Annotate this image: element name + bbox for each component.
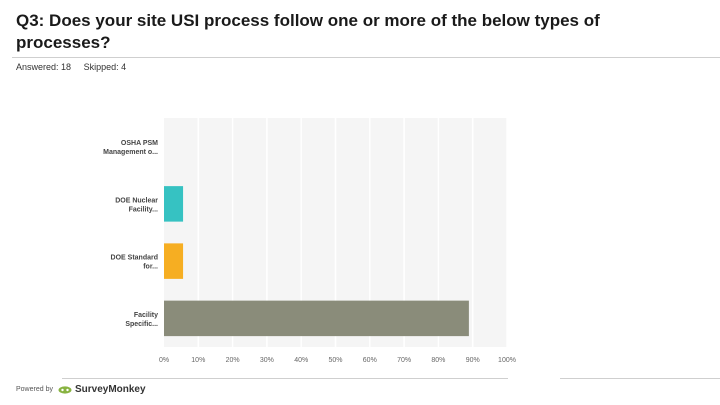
brand-name: SurveyMonkey bbox=[74, 384, 146, 395]
response-stats: Answered: 18 Skipped: 4 bbox=[16, 62, 136, 72]
bar bbox=[164, 243, 184, 279]
powered-by-text: Powered by bbox=[16, 386, 53, 393]
category-label: for... bbox=[143, 264, 158, 271]
x-tick-label: 0% bbox=[159, 357, 169, 364]
surveymonkey-logo-icon bbox=[58, 385, 72, 394]
category-label: DOE Standard bbox=[111, 255, 158, 262]
footer-divider bbox=[62, 378, 508, 379]
skipped-count: Skipped: 4 bbox=[83, 62, 127, 72]
x-tick-label: 70% bbox=[397, 357, 411, 364]
x-tick-label: 20% bbox=[226, 357, 240, 364]
x-tick-label: 30% bbox=[260, 357, 274, 364]
category-label: Specific... bbox=[125, 321, 158, 328]
footer: Powered by SurveyMonkey bbox=[16, 384, 146, 395]
x-tick-label: 90% bbox=[466, 357, 480, 364]
category-label: Facility... bbox=[129, 206, 158, 213]
x-tick-label: 60% bbox=[363, 357, 377, 364]
x-tick-label: 10% bbox=[191, 357, 205, 364]
x-tick-label: 80% bbox=[431, 357, 445, 364]
x-tick-label: 40% bbox=[294, 357, 308, 364]
question-title: Q3: Does your site USI process follow on… bbox=[16, 11, 600, 52]
footer-divider-right bbox=[560, 378, 720, 379]
bar bbox=[164, 300, 469, 337]
answered-count: Answered: 18 bbox=[16, 62, 72, 72]
bar bbox=[164, 186, 184, 222]
x-tick-label: 100% bbox=[498, 357, 516, 364]
category-label: OSHA PSM bbox=[121, 140, 158, 147]
x-tick-label: 50% bbox=[328, 357, 342, 364]
title-divider bbox=[12, 57, 720, 58]
category-label: DOE Nuclear bbox=[115, 197, 158, 204]
category-label: Management o... bbox=[103, 149, 158, 156]
category-label: Facility bbox=[134, 312, 158, 319]
